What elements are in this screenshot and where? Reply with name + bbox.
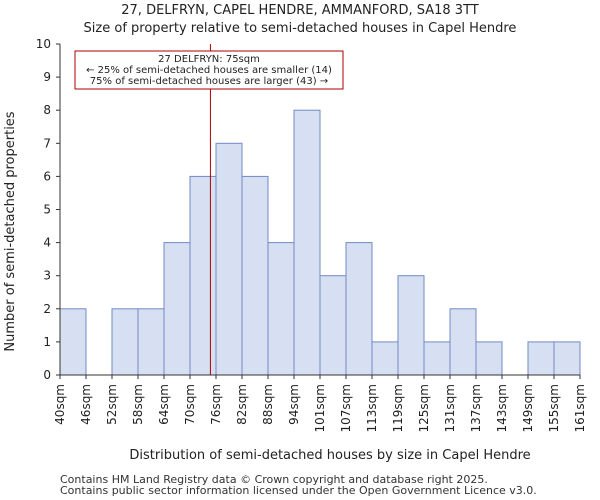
histogram-bar (215, 142, 243, 376)
x-tick-label: 76sqm (209, 384, 223, 425)
x-tick-label: 125sqm (417, 384, 431, 432)
y-tick-label: 0 (43, 368, 51, 382)
x-tick-label: 46sqm (79, 384, 93, 425)
chart-title: 27, DELFRYN, CAPEL HENDRE, AMMANFORD, SA… (121, 3, 479, 18)
histogram-bar (293, 109, 321, 376)
histogram-bar (475, 341, 503, 376)
x-tick-label: 155sqm (547, 384, 561, 432)
x-axis-label: Distribution of semi-detached houses by … (129, 448, 530, 463)
x-tick-label: 143sqm (495, 384, 509, 432)
y-tick-label: 8 (43, 103, 51, 117)
histogram-bar (423, 341, 451, 376)
y-tick-label: 3 (43, 269, 51, 283)
x-tick-label: 137sqm (469, 384, 483, 432)
histogram-bar (319, 275, 347, 376)
x-tick-label: 101sqm (313, 384, 327, 432)
y-tick-label: 7 (43, 136, 51, 150)
histogram-bar (397, 275, 425, 376)
histogram-bar (449, 308, 477, 376)
chart-subtitle: Size of property relative to semi-detach… (83, 21, 517, 36)
x-tick-label: 64sqm (157, 384, 171, 425)
x-tick-label: 88sqm (261, 384, 275, 425)
y-axis-label: Number of semi-detached properties (3, 111, 18, 351)
y-tick-label: 4 (43, 236, 51, 250)
histogram-bar (371, 341, 399, 376)
x-tick-label: 52sqm (105, 384, 119, 425)
x-tick-label: 131sqm (443, 384, 457, 432)
annotation-line: 75% of semi-detached houses are larger (… (90, 76, 328, 87)
x-tick-label: 40sqm (53, 384, 67, 425)
x-tick-label: 107sqm (339, 384, 353, 432)
x-tick-label: 58sqm (131, 384, 145, 425)
x-tick-label: 82sqm (235, 384, 249, 425)
annotation-line: 27 DELFRYN: 75sqm (158, 54, 260, 65)
x-tick-label: 119sqm (391, 384, 405, 432)
x-tick-label: 70sqm (183, 384, 197, 425)
y-tick-label: 10 (36, 37, 51, 51)
histogram-bar (163, 242, 191, 376)
y-tick-label: 9 (43, 70, 51, 84)
y-tick-label: 6 (43, 169, 51, 183)
annotation-box (74, 50, 344, 90)
histogram-bar (527, 341, 555, 376)
histogram-bar (241, 175, 269, 376)
annotation-line: ← 25% of semi-detached houses are smalle… (86, 65, 332, 76)
y-tick-label: 5 (43, 203, 51, 217)
x-tick-label: 113sqm (365, 384, 379, 432)
histogram-bar (111, 308, 139, 376)
y-tick-label: 1 (43, 335, 51, 349)
footer-credit-line2: Contains public sector information licen… (60, 484, 537, 497)
histogram-bar (553, 341, 581, 376)
x-tick-label: 161sqm (573, 384, 587, 432)
histogram-bar (267, 242, 295, 376)
x-tick-label: 149sqm (521, 384, 535, 432)
x-tick-label: 94sqm (287, 384, 301, 425)
y-tick-label: 2 (43, 302, 51, 316)
footer-credit-line1: Contains HM Land Registry data © Crown c… (60, 473, 488, 486)
histogram-bar (189, 175, 217, 376)
histogram-bar (59, 308, 87, 376)
histogram-bar (345, 242, 373, 376)
histogram-bar (137, 308, 165, 376)
